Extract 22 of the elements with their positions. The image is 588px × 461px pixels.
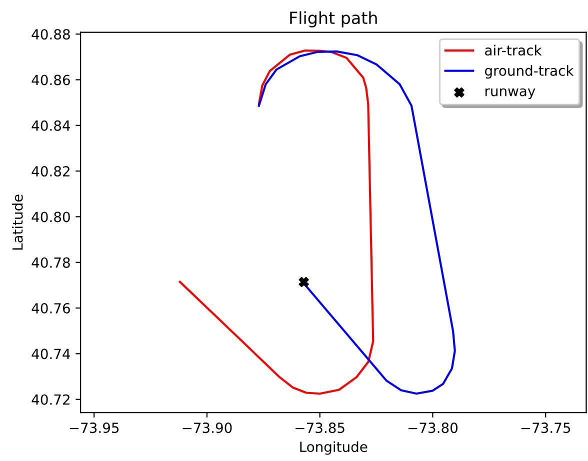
legend-label: ground-track <box>485 65 574 79</box>
y-tick-label: 40.74 <box>32 348 70 360</box>
x-tick-label: −73.85 <box>296 422 344 434</box>
line-series <box>178 49 374 395</box>
y-tick-label: 40.84 <box>32 120 70 131</box>
y-tick-label: 40.82 <box>32 166 70 177</box>
line-series <box>258 50 456 395</box>
x-tick-label: −73.80 <box>408 422 458 434</box>
legend-label: runway <box>486 88 536 99</box>
x-axis-title: Longitude <box>300 441 368 455</box>
y-tick-label: 40.80 <box>32 212 70 222</box>
y-tick-label: 40.88 <box>32 29 70 40</box>
y-tick-label: 40.72 <box>32 394 70 405</box>
x-tick-label: −73.90 <box>182 422 232 434</box>
y-axis-title: Latitude <box>12 194 23 250</box>
y-tick-label: 40.76 <box>32 303 70 314</box>
x-tick-label: −73.75 <box>521 422 570 434</box>
x-tick-label: −73.95 <box>70 422 119 434</box>
chart-title: Flight path <box>290 11 377 28</box>
legend-label: air-track <box>485 44 542 56</box>
y-tick-label: 40.86 <box>32 74 70 86</box>
y-tick-label: 40.78 <box>32 257 70 268</box>
